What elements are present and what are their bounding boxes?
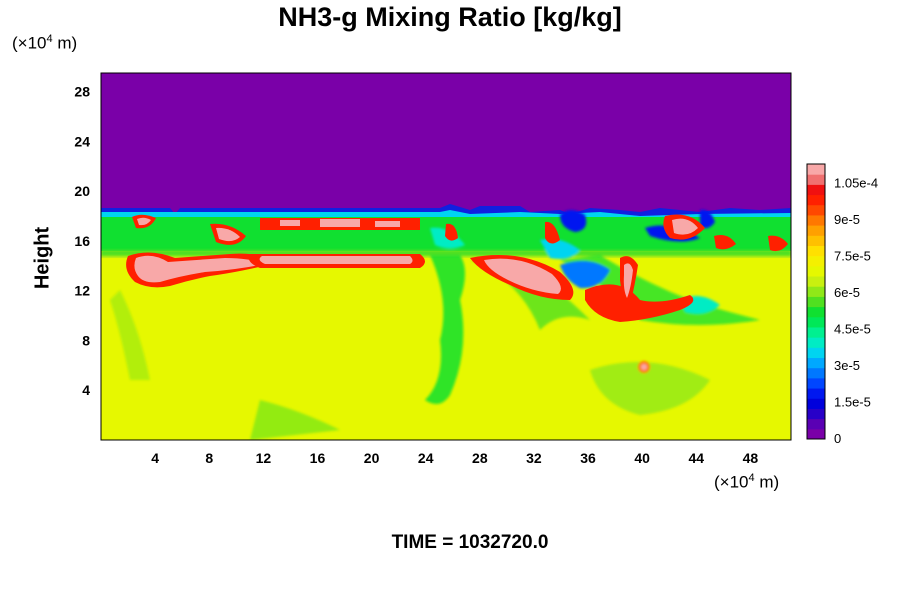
colorbar-segment (807, 276, 825, 287)
y-tick-label: 8 (82, 332, 90, 348)
x-tick-label: 40 (634, 450, 650, 466)
y-tick-label: 24 (74, 133, 90, 149)
high-concentration-blobs (126, 214, 788, 322)
colorbar-segment (807, 296, 825, 308)
colorbar-segment (807, 408, 825, 420)
x-axis-ticks: 4 8 12 16 20 24 28 32 36 40 44 48 (151, 450, 758, 466)
colorbar-segment (807, 428, 825, 440)
colorbar-segment (807, 347, 825, 359)
colorbar-tick-label: 4.5e-5 (834, 321, 871, 336)
colorbar-frame (806, 163, 826, 440)
time-label: TIME = 1032720.0 (391, 532, 549, 553)
x-tick-label: 24 (418, 450, 434, 466)
x-tick-label: 16 (310, 450, 326, 466)
colorbar-segment (807, 174, 825, 185)
colorbar-segment (807, 286, 825, 297)
colorbar-segment (807, 337, 825, 348)
colorbar-tick-label: 1.5e-5 (834, 394, 871, 409)
colorbar-segment (807, 265, 825, 277)
colorbar-tick-label: 6e-5 (834, 285, 860, 300)
colorbar-segment (807, 235, 825, 246)
colorbar-tick-label: 3e-5 (834, 358, 860, 373)
colorbar (806, 163, 826, 440)
colorbar-segment (807, 326, 825, 338)
x-tick-label: 44 (689, 450, 705, 466)
upper-field (101, 73, 791, 213)
x-tick-label: 12 (256, 450, 272, 466)
colorbar-segment (807, 225, 825, 236)
y-axis-ticks: 4 8 12 16 20 24 28 (74, 84, 90, 399)
heatmap-field (101, 73, 791, 440)
x-tick-label: 4 (151, 450, 159, 466)
colorbar-segment (807, 204, 825, 216)
colorbar-tick-label: 1.05e-4 (834, 175, 878, 190)
colorbar-segment (807, 306, 825, 318)
colorbar-tick-label: 7.5e-5 (834, 248, 871, 263)
colorbar-segment (807, 245, 825, 257)
x-tick-label: 48 (743, 450, 759, 466)
x-tick-label: 28 (472, 450, 488, 466)
x-tick-label: 8 (205, 450, 213, 466)
colorbar-tick-label: 9e-5 (834, 212, 860, 227)
y-tick-label: 16 (74, 233, 90, 249)
x-tick-label: 32 (526, 450, 542, 466)
colorbar-segment (807, 164, 825, 175)
x-tick-label: 36 (580, 450, 596, 466)
colorbar-segment (807, 357, 825, 369)
chart-title: NH3-g Mixing Ratio [kg/kg] (278, 2, 622, 32)
y-tick-label: 28 (74, 84, 90, 100)
colorbar-segment (807, 418, 825, 430)
mixing-structures (101, 209, 791, 440)
colorbar-segment (807, 194, 825, 206)
colorbar-segment (807, 398, 825, 409)
colorbar-segment (807, 377, 825, 389)
y-tick-label: 12 (74, 283, 90, 299)
colorbar-segment (807, 255, 825, 267)
y-tick-label: 4 (82, 382, 90, 398)
y-tick-label: 20 (74, 183, 90, 199)
colorbar-segment (807, 388, 825, 399)
x-tick-label: 20 (364, 450, 380, 466)
colorbar-segment (807, 214, 825, 226)
plot-frame (100, 72, 792, 441)
colorbar-tick-label: 0 (834, 431, 841, 446)
colorbar-segment (807, 184, 825, 196)
y-axis-unit: (×104 m) (12, 33, 78, 53)
colorbar-segment (807, 316, 825, 328)
colorbar-ticks: 0 1.5e-5 3e-5 4.5e-5 6e-5 7.5e-5 9e-5 1.05e-4 (834, 175, 878, 446)
colorbar-segment (807, 367, 825, 379)
x-axis-unit: (×104 m) (714, 472, 780, 492)
